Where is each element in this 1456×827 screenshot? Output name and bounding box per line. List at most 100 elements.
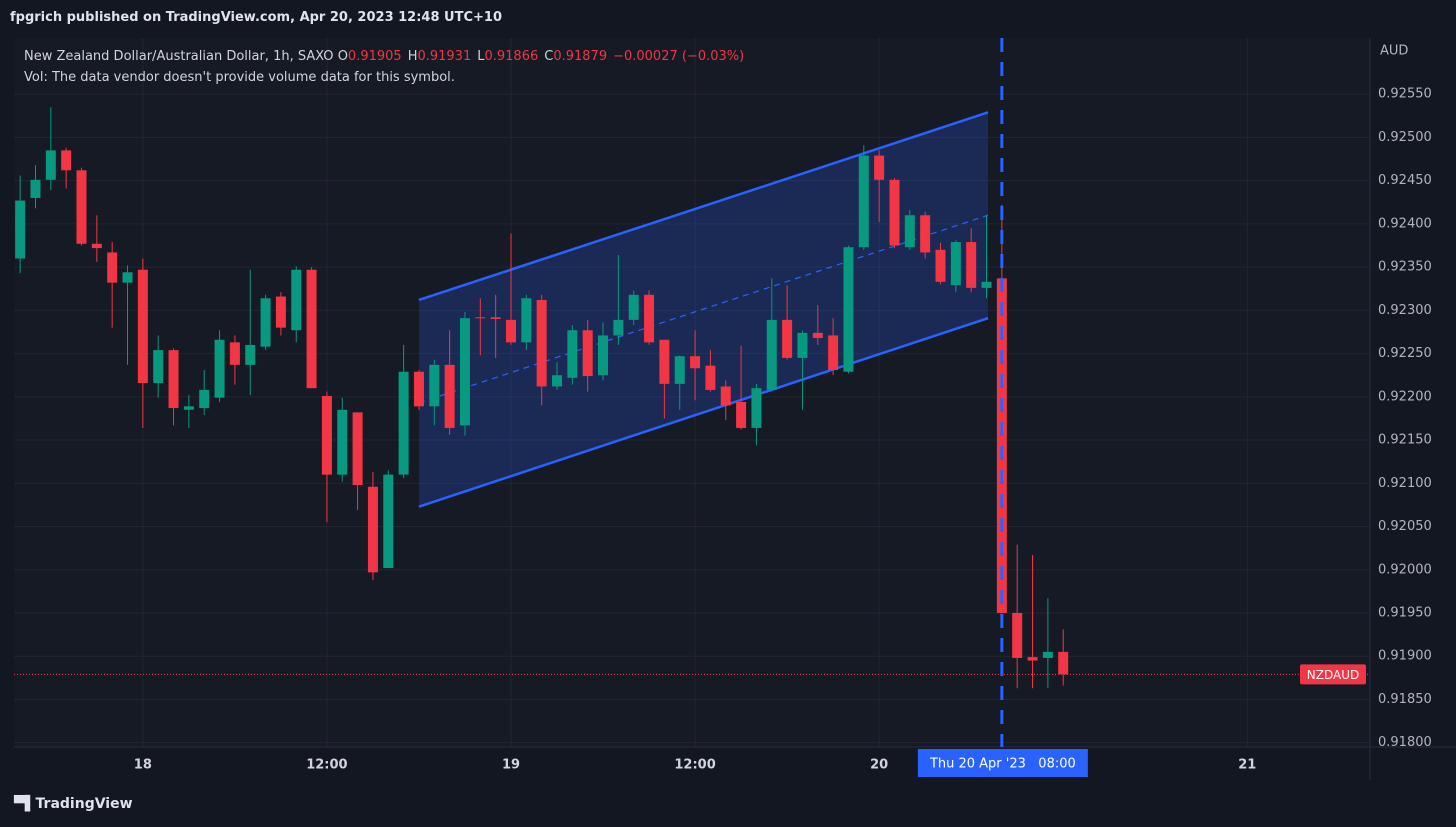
candle-body — [567, 330, 578, 378]
candle-body — [751, 388, 762, 428]
currency: AUD — [1380, 44, 1408, 59]
candle-body — [582, 330, 593, 377]
ohlc-value: 0.91905 — [347, 49, 402, 64]
y-tick-label: 0.92050 — [1378, 519, 1432, 534]
candle-body — [275, 296, 286, 328]
candle-body — [45, 150, 56, 180]
candle-body — [598, 335, 609, 376]
change: −0.00027 (−0.03%) — [613, 49, 745, 64]
ohlc-label: H — [407, 49, 418, 64]
candle-body — [321, 395, 332, 475]
candle-body — [291, 269, 302, 331]
candle-body — [935, 249, 946, 282]
y-tick-label: 0.91800 — [1378, 735, 1432, 750]
ohlc-label: L — [477, 49, 485, 64]
candle-body — [429, 364, 440, 407]
candle-body — [736, 402, 747, 428]
candle-body — [659, 339, 670, 384]
candle-body — [628, 294, 639, 320]
y-tick-label: 0.92000 — [1378, 562, 1432, 577]
candle-body — [168, 350, 179, 409]
candle-body — [996, 278, 1007, 613]
candle-body — [705, 365, 716, 390]
candle-body — [828, 335, 839, 371]
candle-body — [950, 242, 961, 286]
candle-body — [782, 319, 793, 358]
candle-body — [153, 350, 164, 383]
candle-body — [306, 269, 317, 389]
candle-body — [91, 243, 102, 249]
candle-body — [1058, 651, 1069, 675]
candle-body — [797, 332, 808, 358]
candle-body — [444, 364, 455, 428]
channel-upper — [418, 111, 989, 302]
candle-body — [1042, 651, 1053, 658]
candle-body — [214, 339, 225, 398]
candle-body — [766, 319, 777, 390]
candle-body — [674, 356, 685, 384]
candle-body — [552, 375, 563, 387]
candle-body — [245, 344, 256, 365]
candle-body — [383, 474, 394, 569]
candle-body — [874, 155, 885, 180]
candle-body — [843, 247, 854, 372]
candle-body — [398, 371, 409, 475]
marker-label: Thu 20 Apr '23 08:00 — [929, 757, 1076, 772]
x-tick-label: 12:00 — [674, 758, 715, 773]
candle-body — [352, 412, 363, 486]
y-tick-label: 0.92300 — [1378, 303, 1432, 318]
brand: ▀▌TradingView — [14, 796, 133, 812]
price-tag: NZDAUD — [1307, 668, 1359, 682]
channel-middle — [418, 214, 989, 404]
channel-lower — [418, 316, 989, 508]
marker-label-bg — [917, 749, 1088, 777]
price-tag-bg — [1300, 664, 1366, 685]
candle-body — [199, 389, 210, 409]
candle-body — [337, 409, 348, 475]
x-tick-label: 18 — [134, 758, 152, 773]
candle-body — [536, 299, 547, 387]
x-tick-label: 20 — [870, 758, 888, 773]
candle-body — [644, 294, 655, 343]
candle-body — [367, 486, 378, 573]
y-tick-label: 0.92500 — [1378, 130, 1432, 145]
y-tick-label: 0.91950 — [1378, 605, 1432, 620]
candle-body — [15, 200, 26, 259]
y-tick-label: 0.92150 — [1378, 433, 1432, 448]
candle-body — [413, 371, 424, 407]
x-tick-label: 19 — [502, 758, 520, 773]
candle-body — [229, 342, 240, 365]
candle-body — [137, 269, 148, 383]
publish-info: fpgrich published on TradingView.com, Ap… — [10, 10, 502, 25]
ohlc-value: 0.91879 — [553, 49, 608, 64]
candle-body — [459, 318, 470, 426]
brand-name: TradingView — [35, 796, 133, 812]
candle-body — [260, 298, 271, 347]
y-tick-label: 0.92400 — [1378, 216, 1432, 231]
y-tick-label: 0.92450 — [1378, 173, 1432, 188]
candle-body — [490, 317, 501, 320]
candle-body — [858, 155, 869, 248]
candle-body — [812, 332, 823, 339]
candle-body — [475, 317, 486, 319]
candle-body — [61, 150, 72, 171]
y-tick-label: 0.92550 — [1378, 87, 1432, 102]
x-tick-label: 21 — [1238, 758, 1256, 773]
candle-body — [122, 272, 133, 283]
volume-note: Vol: The data vendor doesn't provide vol… — [24, 70, 455, 85]
candle-body — [981, 281, 992, 288]
candle-body — [966, 242, 977, 288]
candle-body — [720, 386, 731, 406]
plot-area — [14, 38, 1370, 747]
y-tick-label: 0.92200 — [1378, 389, 1432, 404]
candle-body — [889, 179, 900, 246]
candle-body — [1027, 657, 1038, 661]
candle-body — [1012, 612, 1023, 658]
y-tick-label: 0.92350 — [1378, 260, 1432, 275]
candle-body — [690, 356, 701, 369]
ohlc-row: New Zealand Dollar/Australian Dollar, 1h… — [24, 46, 750, 67]
candle-body — [904, 215, 915, 248]
y-tick-label: 0.92100 — [1378, 476, 1432, 491]
